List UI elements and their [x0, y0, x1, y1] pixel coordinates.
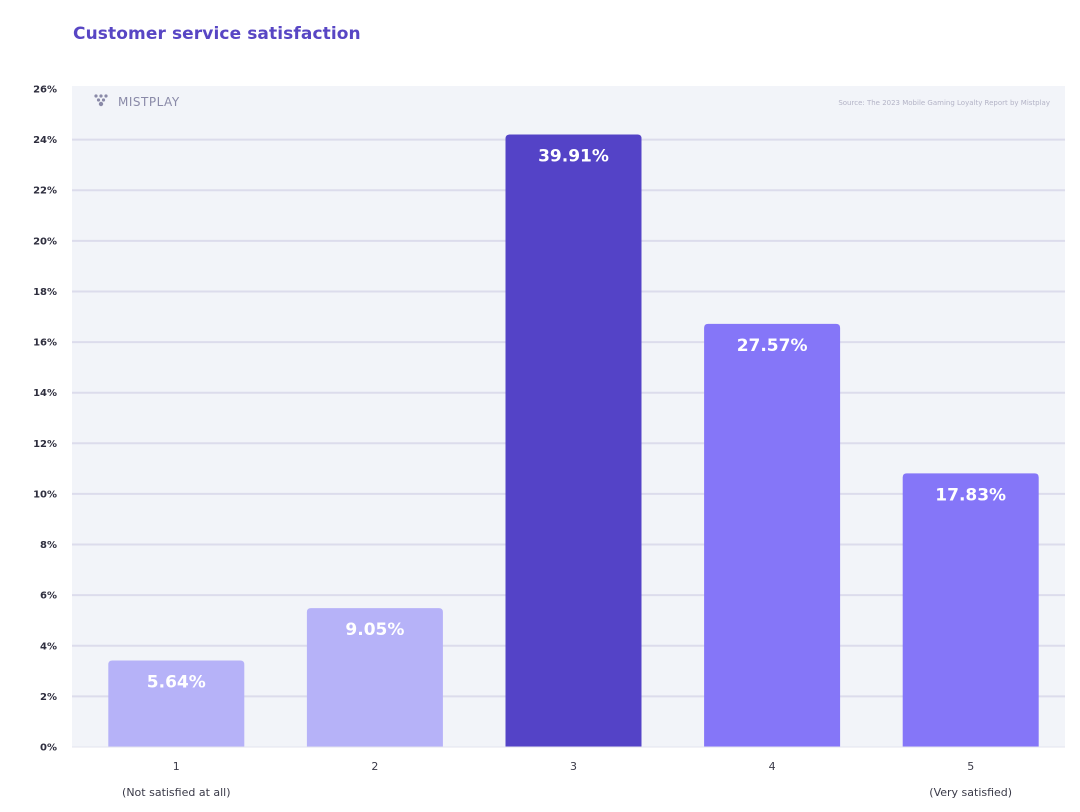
logo-text: MISTPLAY [118, 95, 180, 109]
y-tick-label: 14% [33, 388, 57, 399]
logo-dot [101, 98, 106, 102]
x-tick-label: 1 [173, 760, 180, 773]
source-note: Source: The 2023 Mobile Gaming Loyalty R… [838, 99, 1050, 107]
x-tick-label: 2 [371, 760, 378, 773]
x-tick-sublabel: (Not satisfied at all) [122, 786, 231, 799]
logo-dot [96, 98, 101, 102]
y-tick-label: 18% [33, 287, 57, 298]
bar [306, 608, 443, 747]
x-tick-label: 4 [769, 760, 776, 773]
y-tick-label: 8% [40, 540, 57, 551]
y-tick-label: 24% [33, 135, 57, 146]
bar-value-label: 39.91% [538, 147, 609, 167]
bar-value-label: 17.83% [935, 485, 1006, 505]
bar [108, 660, 245, 747]
y-tick-label: 20% [33, 236, 57, 247]
y-tick-label: 2% [40, 692, 57, 703]
y-tick-label: 26% [33, 85, 57, 96]
x-tick-label: 5 [967, 760, 974, 773]
logo-dot [99, 94, 103, 98]
logo-dot [104, 94, 108, 98]
logo-dot [98, 101, 104, 107]
y-tick-label: 10% [33, 489, 57, 500]
mistplay-logo-icon [94, 94, 108, 107]
bar-value-label: 9.05% [345, 620, 404, 640]
bar [704, 323, 841, 747]
bar [902, 473, 1039, 747]
x-tick-sublabel: (Very satisfied) [929, 786, 1012, 799]
chart-title: Customer service satisfaction [73, 24, 361, 44]
y-tick-label: 4% [40, 641, 57, 652]
y-tick-label: 22% [33, 186, 57, 197]
y-tick-label: 16% [33, 338, 57, 349]
bar-value-label: 5.64% [147, 672, 206, 692]
bar-value-label: 27.57% [737, 336, 808, 356]
y-tick-label: 0% [40, 743, 57, 754]
y-tick-label: 6% [40, 591, 57, 602]
bar [505, 134, 642, 748]
y-tick-label: 12% [33, 439, 57, 450]
x-tick-label: 3 [570, 760, 577, 773]
logo-dot [94, 94, 98, 98]
